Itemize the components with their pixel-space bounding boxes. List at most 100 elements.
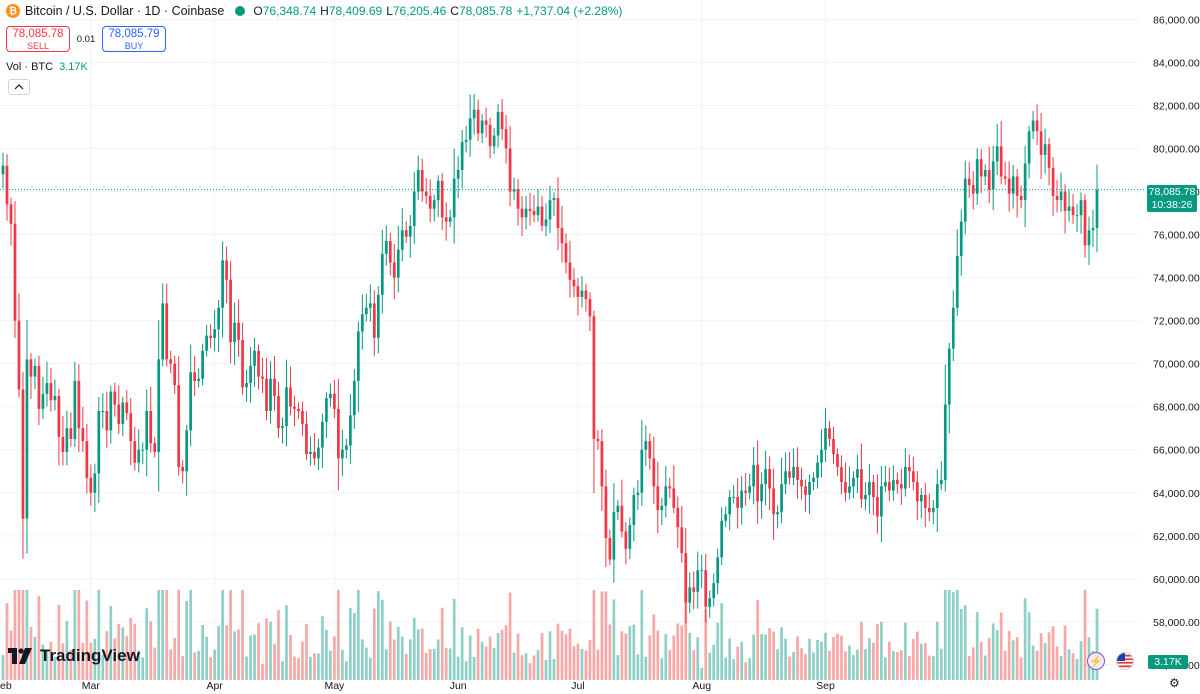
candle-body — [676, 507, 680, 528]
volume-bar — [217, 626, 220, 680]
volume-legend[interactable]: Vol · BTC 3.17K — [6, 61, 88, 73]
candle-body — [113, 391, 117, 405]
candle-body — [688, 587, 692, 603]
us-flag-icon[interactable] — [1116, 652, 1134, 670]
volume-bar — [596, 649, 600, 680]
volume-bar — [309, 656, 312, 680]
volume-bar — [520, 655, 524, 680]
volume-bar — [37, 596, 41, 680]
volume-bar — [49, 641, 53, 680]
candle-body — [995, 146, 999, 162]
candle-body — [536, 206, 540, 216]
candle-body — [261, 376, 264, 379]
candle-body — [664, 486, 668, 506]
volume-bar — [297, 658, 300, 680]
candle-body — [368, 303, 372, 308]
volume-bar — [1055, 646, 1059, 680]
lightning-icon[interactable]: ⚡ — [1087, 652, 1105, 670]
y-tick-label: 80,000.00 — [1153, 143, 1200, 155]
volume-bar — [716, 622, 720, 680]
candle-body — [65, 428, 69, 452]
candle-body — [452, 178, 456, 218]
candle-body — [844, 482, 847, 493]
volume-bar — [225, 625, 228, 680]
volume-bar — [29, 626, 33, 680]
candle-body — [896, 479, 899, 485]
volume-bar — [820, 641, 823, 680]
volume-bar — [181, 656, 185, 680]
sell-button[interactable]: 78,085.78 SELL — [6, 26, 70, 52]
volume-bar — [556, 623, 560, 680]
candle-body — [792, 466, 795, 478]
gear-icon[interactable]: ⚙ — [1169, 676, 1180, 690]
open-key: O — [253, 4, 263, 18]
symbol-title[interactable]: Bitcoin / U.S. Dollar · 1D · Coinbase — [25, 4, 225, 18]
volume-bar — [660, 658, 664, 680]
candle-body — [868, 482, 871, 495]
volume-bar — [983, 655, 987, 680]
candle-body — [528, 208, 532, 211]
candle-body — [341, 449, 344, 459]
bitcoin-icon: ₿ — [6, 4, 20, 18]
candle-body — [364, 307, 368, 315]
candle-body — [584, 290, 588, 300]
volume-bar — [816, 639, 819, 680]
candle-body — [824, 428, 827, 450]
volume-bar — [544, 659, 548, 680]
volume-bar — [157, 590, 161, 680]
volume-bar — [800, 648, 803, 680]
volume-bar — [1047, 632, 1051, 680]
volume-bar — [712, 644, 716, 680]
candle-body — [604, 486, 608, 538]
volume-bar — [844, 651, 847, 680]
candle-body — [484, 120, 488, 125]
buy-button[interactable]: 78,085.79 BUY — [102, 26, 166, 52]
candle-body — [616, 505, 620, 513]
candle-body — [81, 428, 85, 442]
volume-bar — [760, 634, 763, 680]
candle-body — [903, 466, 907, 489]
candle-body — [1023, 163, 1027, 201]
tradingview-logo[interactable]: TradingView — [8, 646, 140, 666]
volume-bar — [999, 612, 1003, 680]
candle-body — [548, 200, 552, 220]
bar-countdown: 10:38:26 — [1151, 198, 1193, 211]
candle-body — [388, 241, 392, 263]
price-axis[interactable]: 86,000.0084,000.0082,000.0080,000.0078,0… — [1153, 14, 1200, 672]
spread-value: 0.01 — [76, 33, 96, 45]
volume-bar — [388, 621, 392, 680]
volume-bar — [580, 649, 584, 680]
volume-bar — [77, 590, 81, 680]
volume-bar — [612, 599, 616, 680]
collapse-legend-button[interactable] — [8, 79, 30, 95]
open-value: 76,348.74 — [262, 4, 317, 18]
market-status-icon[interactable] — [235, 6, 246, 16]
candle-body — [892, 479, 895, 491]
candle-body — [636, 492, 640, 495]
volume-bar — [784, 638, 787, 680]
candle-body — [412, 191, 416, 226]
candle-body — [959, 221, 963, 257]
candle-body — [69, 428, 73, 439]
trade-buttons: 78,085.78 SELL 0.01 78,085.79 BUY — [6, 26, 166, 52]
volume-bar — [971, 647, 975, 680]
time-axis[interactable]: eb Mar Apr May Jun Jul Aug Sep — [0, 680, 835, 692]
candle-body — [668, 486, 672, 489]
candle-body — [975, 159, 979, 194]
candle-body — [360, 314, 364, 332]
volume-bar — [376, 591, 380, 680]
volume-bar — [740, 641, 744, 680]
volume-bar — [860, 621, 863, 680]
volume-bar — [233, 631, 236, 680]
volume-bar — [472, 656, 476, 680]
x-tick-label: Apr — [206, 680, 223, 692]
candle-body — [856, 469, 859, 478]
candle-body — [408, 225, 412, 237]
volume-bar — [516, 633, 520, 680]
volume-bar — [33, 636, 37, 680]
candle-body — [185, 430, 189, 472]
candle-body — [125, 402, 129, 414]
volume-bar — [404, 654, 408, 680]
candle-body — [400, 230, 404, 250]
